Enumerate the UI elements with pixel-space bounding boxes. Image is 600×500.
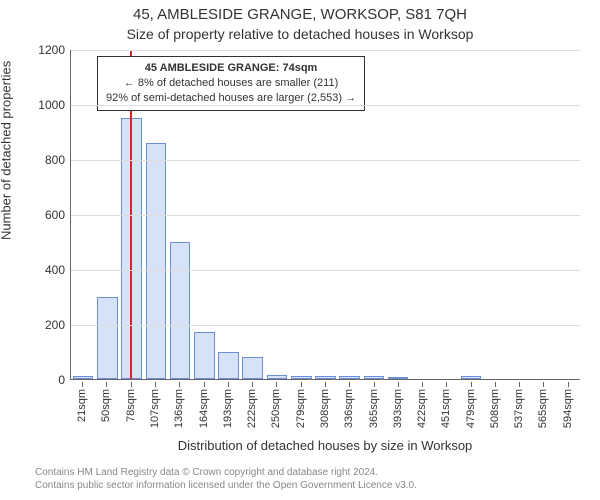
- gridline: [71, 160, 580, 161]
- y-axis-label: Number of detached properties: [0, 61, 14, 240]
- bar: [170, 242, 191, 380]
- gridline: [71, 215, 580, 216]
- x-tick-label: 193sqm: [222, 389, 234, 428]
- y-tick-label: 800: [45, 153, 71, 167]
- chart-subtitle: Size of property relative to detached ho…: [0, 26, 600, 42]
- x-tick-mark: [252, 382, 253, 387]
- x-tick-mark: [519, 382, 520, 387]
- gridline: [71, 105, 580, 106]
- x-tick-mark: [543, 382, 544, 387]
- x-tick-label: 107sqm: [149, 389, 161, 428]
- chart-title: 45, AMBLESIDE GRANGE, WORKSOP, S81 7QH: [0, 6, 600, 23]
- x-tick-label: 393sqm: [392, 389, 404, 428]
- y-tick-label: 600: [45, 208, 71, 222]
- info-line-larger: 92% of semi-detached houses are larger (…: [106, 91, 356, 106]
- x-tick-label: 222sqm: [246, 389, 258, 428]
- x-tick-label: 537sqm: [513, 389, 525, 428]
- bar: [242, 357, 263, 379]
- y-tick-label: 0: [58, 373, 71, 387]
- y-tick-label: 400: [45, 263, 71, 277]
- chart-container: 45, AMBLESIDE GRANGE, WORKSOP, S81 7QH S…: [0, 0, 600, 500]
- x-tick-label: 21sqm: [76, 389, 88, 422]
- x-tick-mark: [446, 382, 447, 387]
- x-tick-mark: [106, 382, 107, 387]
- info-line-property: 45 AMBLESIDE GRANGE: 74sqm: [106, 61, 356, 76]
- footer-attribution: Contains HM Land Registry data © Crown c…: [35, 466, 590, 492]
- gridline: [71, 270, 580, 271]
- x-tick-label: 479sqm: [465, 389, 477, 428]
- x-tick-mark: [568, 382, 569, 387]
- x-tick-mark: [204, 382, 205, 387]
- bar: [218, 352, 239, 380]
- x-tick-label: 594sqm: [562, 389, 574, 428]
- bar: [315, 376, 336, 379]
- y-tick-label: 200: [45, 318, 71, 332]
- plot-area: 45 AMBLESIDE GRANGE: 74sqm ← 8% of detac…: [70, 50, 580, 380]
- y-tick-label: 1200: [38, 43, 71, 57]
- bar: [388, 377, 409, 379]
- bar: [267, 375, 288, 379]
- x-tick-mark: [228, 382, 229, 387]
- x-axis-label: Distribution of detached houses by size …: [70, 438, 580, 453]
- bar: [97, 297, 118, 380]
- x-tick-label: 78sqm: [125, 389, 137, 422]
- x-tick-mark: [325, 382, 326, 387]
- bar: [121, 118, 142, 379]
- info-box: 45 AMBLESIDE GRANGE: 74sqm ← 8% of detac…: [97, 56, 365, 111]
- x-tick-mark: [471, 382, 472, 387]
- x-tick-label: 365sqm: [368, 389, 380, 428]
- bar: [291, 376, 312, 379]
- bar: [364, 376, 385, 379]
- x-tick-label: 565sqm: [537, 389, 549, 428]
- x-tick-label: 422sqm: [416, 389, 428, 428]
- bar: [73, 376, 94, 379]
- x-tick-mark: [131, 382, 132, 387]
- x-tick-label: 164sqm: [198, 389, 210, 428]
- gridline: [71, 50, 580, 51]
- x-tick-label: 451sqm: [440, 389, 452, 428]
- x-tick-mark: [276, 382, 277, 387]
- gridline: [71, 325, 580, 326]
- x-tick-mark: [422, 382, 423, 387]
- x-tick-mark: [82, 382, 83, 387]
- x-tick-label: 250sqm: [270, 389, 282, 428]
- x-tick-mark: [349, 382, 350, 387]
- x-tick-label: 508sqm: [489, 389, 501, 428]
- x-tick-label: 279sqm: [295, 389, 307, 428]
- x-tick-mark: [179, 382, 180, 387]
- x-tick-label: 336sqm: [343, 389, 355, 428]
- x-tick-label: 308sqm: [319, 389, 331, 428]
- x-tick-mark: [495, 382, 496, 387]
- bar: [194, 332, 215, 379]
- y-tick-label: 1000: [38, 98, 71, 112]
- x-tick-mark: [301, 382, 302, 387]
- x-tick-label: 136sqm: [173, 389, 185, 428]
- footer-line-1: Contains HM Land Registry data © Crown c…: [35, 466, 590, 479]
- x-tick-mark: [155, 382, 156, 387]
- x-tick-mark: [398, 382, 399, 387]
- bar: [339, 376, 360, 379]
- x-tick-label: 50sqm: [100, 389, 112, 422]
- bar: [461, 376, 482, 379]
- info-line-smaller: ← 8% of detached houses are smaller (211…: [106, 76, 356, 91]
- footer-line-2: Contains public sector information licen…: [35, 479, 590, 492]
- bar: [146, 143, 167, 380]
- x-tick-mark: [374, 382, 375, 387]
